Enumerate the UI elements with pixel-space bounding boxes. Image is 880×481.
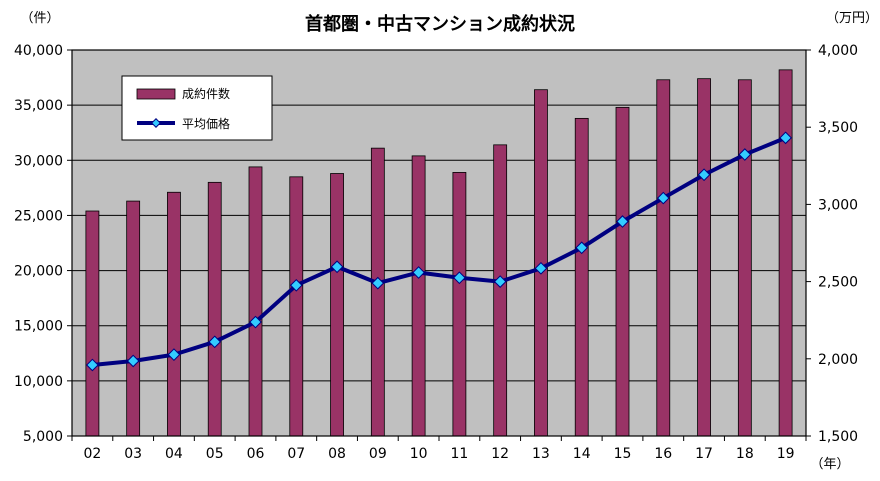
x-tick-label: 15 [614,446,632,462]
x-tick-label: 13 [532,446,550,462]
x-axis-ticks: 02 03 04 05 06 07 08 09 10 11 12 13 14 15 16 17 18 19 [71,436,807,462]
left-tick-label: 20,000 [14,264,63,280]
line-series [86,131,792,372]
bar [452,172,467,437]
line-point [330,260,344,274]
x-tick-label: 18 [736,446,754,462]
bar [778,69,793,437]
bar [207,181,222,437]
bar [370,147,385,437]
chart-title: 首都圏・中古マンション成約状況 [305,13,575,35]
line-point [249,315,262,329]
legend-label-line: 平均価格 [182,116,230,131]
left-axis-unit: （件） [20,11,59,26]
line-point [493,275,507,288]
line-point [738,148,752,161]
left-tick-label: 30,000 [14,153,63,169]
bar [248,166,263,437]
right-tick-label: 3,500 [818,120,858,136]
x-tick-label: 10 [410,446,428,462]
left-tick-label: 5,000 [23,429,63,445]
bar [493,144,508,437]
legend-bar-swatch [136,88,176,100]
left-tick-label: 10,000 [14,374,63,390]
bar [656,79,671,437]
line-point [86,358,99,372]
x-tick-label: 19 [777,446,795,462]
bar [697,78,711,437]
line-point [453,271,466,285]
right-tick-label: 2,500 [818,275,858,291]
line-point [616,215,629,228]
line-point [534,261,548,275]
bar [126,200,141,437]
x-tick-label: 03 [124,446,142,462]
line-point [208,335,222,349]
line-point [575,241,589,255]
x-tick-label: 08 [328,446,346,462]
line-point [656,191,670,205]
line-path [92,136,787,367]
x-tick-label: 09 [369,446,387,462]
left-tick-label: 25,000 [14,208,63,224]
right-tick-label: 4,000 [818,43,858,59]
right-tick-label: 1,500 [818,429,858,445]
bar [289,176,304,437]
x-tick-label: 17 [695,446,713,462]
legend-box [121,75,273,141]
bar-series [85,69,793,437]
x-tick-label: 07 [287,446,305,462]
line-point [779,131,792,145]
bar [330,173,344,437]
x-tick-label: 16 [654,446,672,462]
bar [574,117,589,437]
x-axis-unit: （年） [810,457,849,472]
legend-label-bars: 成約件数 [182,86,230,101]
right-axis-unit: （万円） [826,11,878,26]
bar [737,79,752,437]
x-tick-label: 02 [83,446,101,462]
line-point [167,348,181,361]
x-tick-label: 11 [450,446,468,462]
line-point [289,278,303,292]
x-tick-label: 14 [573,446,591,462]
line-point [126,354,140,368]
bar [615,106,630,437]
legend: 成約件数 平均価格 [121,75,273,141]
bar [411,155,426,437]
x-tick-label: 04 [165,446,183,462]
legend-marker-swatch [151,118,161,128]
bar [167,191,181,437]
right-tick-label: 2,000 [818,352,858,368]
line-point [697,168,711,182]
x-tick-label: 05 [206,446,224,462]
left-tick-label: 35,000 [14,98,63,114]
right-axis-ticks: 1,500 2,000 2,500 3,000 3,500 4,000 [806,43,858,445]
x-tick-label: 12 [491,446,509,462]
line-point [412,266,425,279]
right-tick-label: 3,000 [818,197,858,213]
left-tick-label: 40,000 [14,43,63,59]
x-tick-label: 06 [247,446,265,462]
left-tick-label: 15,000 [14,319,63,335]
left-axis-ticks: 5,000 10,000 15,000 20,000 25,000 30,000 35,00… [14,43,72,445]
bar [85,210,100,437]
line-point [371,276,385,290]
